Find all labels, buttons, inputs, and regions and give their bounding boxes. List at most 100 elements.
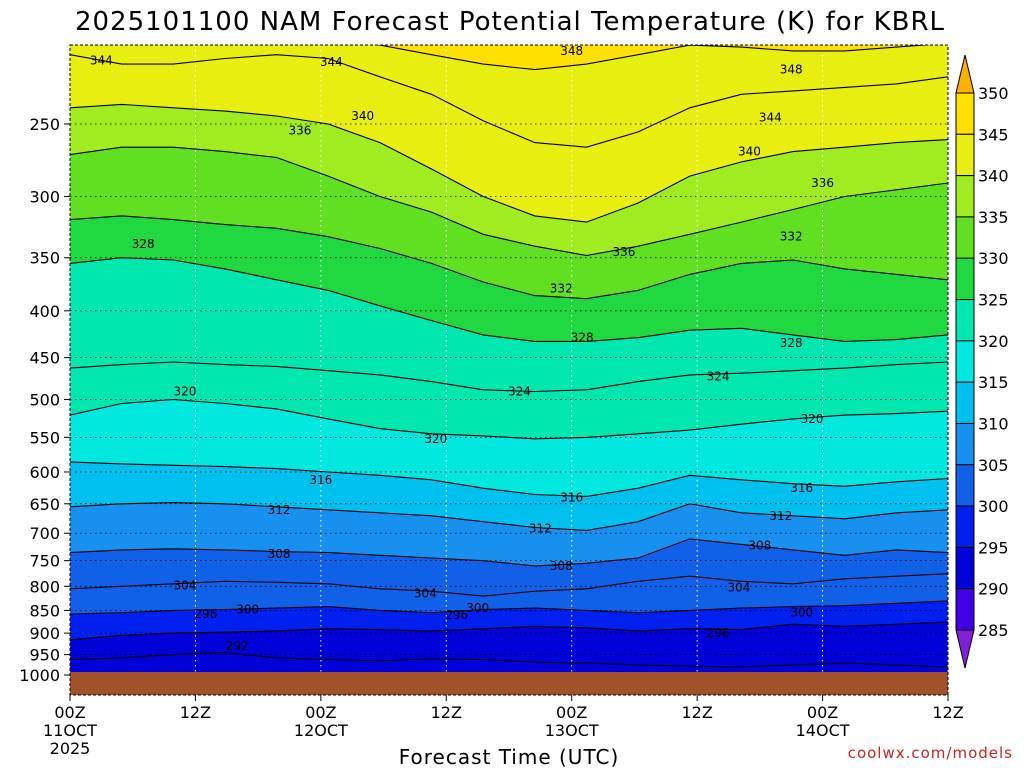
contour-label: 320 [424,432,447,446]
y-tick-label: 1000 [19,666,60,685]
y-tick-label: 650 [29,495,60,514]
contour-label: 344 [90,53,113,67]
contour-label: 316 [560,491,583,505]
x-tick-label: 00Z [54,703,85,722]
contour-label: 308 [268,547,291,561]
contour-label: 320 [801,412,824,426]
contour-label: 312 [268,503,291,517]
colorbar-tick-label: 300 [978,497,1009,516]
contour-label: 316 [790,481,813,495]
contour-label: 300 [790,606,813,620]
colorbar-tick-label: 310 [978,414,1009,433]
colorbar-tick-label: 335 [978,208,1009,227]
contour-label: 336 [288,123,311,137]
contour-label: 324 [508,384,531,398]
contour-320 [70,398,948,440]
filled-contours [70,45,948,695]
credit-text: coolwx.com/models [848,744,1013,762]
contour-label: 316 [309,473,332,487]
y-tick-label: 750 [29,552,60,571]
contour-label: 328 [132,237,155,251]
band-344 [70,45,948,148]
plot-frame [69,44,949,696]
y-tick-label: 800 [29,577,60,596]
y-tick-label: 300 [29,187,60,206]
contour-labels: 344 344 348 348 344 340 336 340 336 336 332 328 332 3… [90,44,834,653]
colorbar-box [955,464,975,507]
x-tick-label: 12Z [431,703,462,722]
contour-296 [70,621,948,641]
y-tick-label: 950 [29,646,60,665]
x-axis-label: Forecast Time (UTC) [399,745,620,768]
ground-terrain [70,672,948,695]
colorbar-tick-label: 350 [978,84,1009,103]
y-tick-label: 700 [29,524,60,543]
plot-area: 344 344 348 348 344 340 336 340 336 336 332 328 332 3… [70,44,948,695]
colorbar-box [955,546,975,590]
contour-332 [70,215,948,300]
x-tick-label: 14OCT [796,721,850,740]
y-tick-label: 250 [29,115,60,134]
colorbar: 285 290 295 300 305 310 315 320 325 330 335 340 345 3… [955,54,1009,669]
band-348 [70,45,948,70]
colorbar-tick-label: 305 [978,456,1009,475]
contour-label: 296 [194,607,217,621]
colorbar-box [955,505,975,548]
y-tick-label: 600 [29,463,60,482]
colorbar-tick-label: 315 [978,373,1009,392]
contour-label: 292 [226,639,249,653]
contour-340 [70,103,948,223]
contour-label: 324 [707,370,730,384]
y-tick-label: 400 [29,302,60,321]
contour-label: 320 [174,384,197,398]
x-tick-label: 11OCT [43,721,97,740]
contour-300 [70,600,948,615]
contour-328 [70,257,948,342]
colorbar-min-triangle [955,629,975,669]
contour-label: 332 [780,230,803,244]
colorbar-tick-label: 340 [978,167,1009,186]
contour-label: 336 [613,245,636,259]
contour-316 [70,461,948,497]
y-tick-label: 500 [29,391,60,410]
x-tick-label: 12Z [681,703,712,722]
contour-348 [376,45,932,71]
colorbar-tick-label: 330 [978,249,1009,268]
colorbar-box [955,175,975,218]
contour-label: 312 [529,522,552,536]
colorbar-tick-label: 290 [978,580,1009,599]
contour-label: 312 [769,509,792,523]
colorbar-tick-label: 295 [978,538,1009,557]
contour-label: 304 [414,587,437,601]
y-tick-label: 550 [29,428,60,447]
chart-title: 2025101100 NAM Forecast Potential Temper… [75,7,945,37]
colorbar-tick-label: 285 [978,621,1009,640]
x-tick-label: 00Z [305,703,336,722]
contour-label: 332 [550,281,573,295]
x-tick-label: 2025 [50,739,91,758]
contour-label: 340 [738,145,761,159]
contour-label: 348 [780,63,803,77]
contour-label: 296 [707,626,730,640]
contour-label: 308 [748,539,771,553]
colorbar-tick-label: 325 [978,291,1009,310]
colorbar-box [955,257,975,301]
colorbar-tick-label: 345 [978,125,1009,144]
y-tick-label: 900 [29,624,60,643]
contour-304 [70,573,948,597]
contour-lines [70,45,948,668]
contour-312 [70,502,948,531]
x-tick-label: 00Z [556,703,587,722]
colorbar-box [955,92,975,135]
contour-label: 348 [560,44,583,58]
contour-label: 344 [320,55,343,69]
contour-label: 340 [351,109,374,123]
colorbar-box [955,133,975,177]
contour-292 [70,651,948,668]
contour-label: 300 [466,601,489,615]
y-tick-label: 350 [29,249,60,268]
x-tick-label: 12Z [180,703,211,722]
x-tick-label: 12Z [932,703,963,722]
